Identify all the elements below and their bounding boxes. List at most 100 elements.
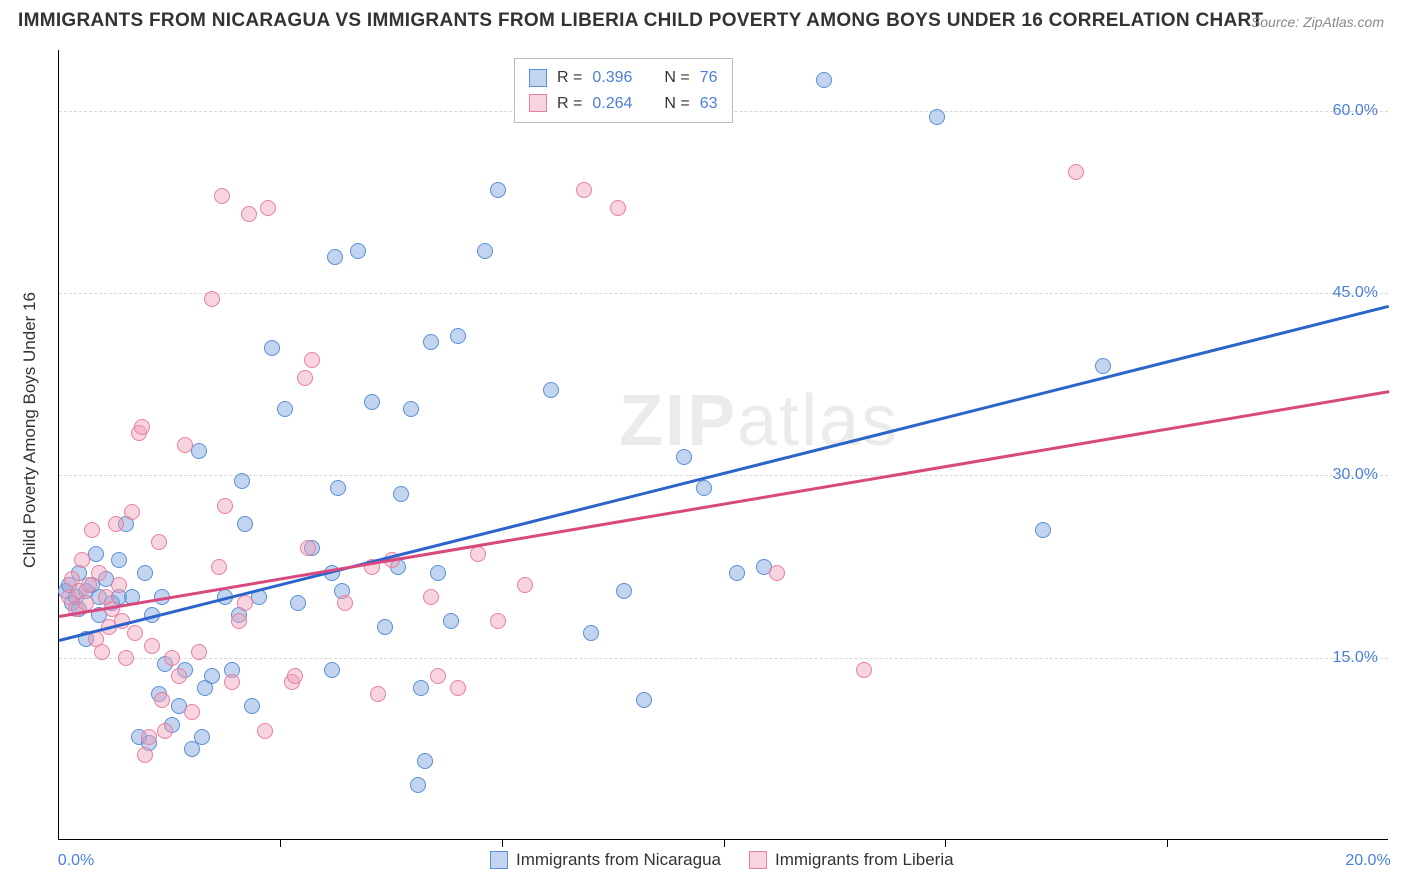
- scatter-point: [264, 340, 280, 356]
- watermark-bold: ZIP: [619, 381, 737, 461]
- scatter-point: [108, 516, 124, 532]
- x-tick: [1167, 839, 1168, 847]
- scatter-point: [490, 182, 506, 198]
- correlation-legend: R =0.396N =76R =0.264N =63: [514, 58, 733, 123]
- scatter-point: [430, 668, 446, 684]
- scatter-point: [1035, 522, 1051, 538]
- scatter-point: [610, 200, 626, 216]
- y-tick-label: 15.0%: [1333, 649, 1378, 667]
- scatter-point: [204, 668, 220, 684]
- scatter-point: [616, 583, 632, 599]
- scatter-point: [337, 595, 353, 611]
- chart-area: ZIPatlas 15.0% 30.0% 45.0% 60.0% R = 0.396 N =…: [58, 50, 1388, 840]
- x-tick: [724, 839, 725, 847]
- x-tick: [280, 839, 281, 847]
- scatter-point: [137, 565, 153, 581]
- legend-swatch: [529, 69, 547, 87]
- scatter-point: [403, 401, 419, 417]
- r-value: 0.396: [592, 65, 632, 91]
- series-name: Immigrants from Nicaragua: [516, 850, 721, 870]
- scatter-point: [191, 644, 207, 660]
- scatter-point: [84, 522, 100, 538]
- scatter-point: [300, 540, 316, 556]
- scatter-point: [287, 668, 303, 684]
- watermark: ZIPatlas: [619, 380, 899, 462]
- n-label: N =: [664, 91, 689, 117]
- scatter-point: [297, 370, 313, 386]
- scatter-point: [74, 552, 90, 568]
- scatter-point: [94, 644, 110, 660]
- y-tick-label: 60.0%: [1333, 102, 1378, 120]
- scatter-point: [729, 565, 745, 581]
- plot-region: ZIPatlas 15.0% 30.0% 45.0% 60.0% R = 0.396 N =…: [58, 50, 1388, 840]
- scatter-point: [137, 747, 153, 763]
- scatter-point: [237, 595, 253, 611]
- scatter-point: [423, 589, 439, 605]
- scatter-point: [184, 704, 200, 720]
- scatter-point: [696, 480, 712, 496]
- scatter-point: [423, 334, 439, 350]
- correlation-legend-row: R =0.264N =63: [529, 91, 718, 117]
- scatter-point: [214, 188, 230, 204]
- gridline-h: [59, 293, 1388, 294]
- correlation-legend-row: R =0.396N =76: [529, 65, 718, 91]
- legend-swatch: [490, 851, 508, 869]
- scatter-point: [224, 674, 240, 690]
- series-legend: Immigrants from Nicaragua Immigrants from…: [490, 850, 954, 870]
- n-label: N =: [664, 65, 689, 91]
- legend-swatch: [749, 851, 767, 869]
- scatter-point: [211, 559, 227, 575]
- trend-line: [59, 390, 1389, 617]
- scatter-point: [154, 692, 170, 708]
- y-tick-label: 45.0%: [1333, 284, 1378, 302]
- y-tick-label: 30.0%: [1333, 466, 1378, 484]
- scatter-point: [450, 680, 466, 696]
- r-label: R =: [557, 91, 582, 117]
- scatter-point: [470, 546, 486, 562]
- scatter-point: [816, 72, 832, 88]
- scatter-point: [260, 200, 276, 216]
- x-tick-label: 0.0%: [58, 852, 94, 870]
- gridline-h: [59, 475, 1388, 476]
- scatter-point: [91, 565, 107, 581]
- scatter-point: [118, 650, 134, 666]
- scatter-point: [676, 449, 692, 465]
- scatter-point: [134, 419, 150, 435]
- scatter-point: [144, 638, 160, 654]
- series-legend-item: Immigrants from Liberia: [749, 850, 954, 870]
- scatter-point: [257, 723, 273, 739]
- source-label: Source: ZipAtlas.com: [1251, 14, 1384, 30]
- scatter-point: [417, 753, 433, 769]
- scatter-point: [204, 291, 220, 307]
- scatter-point: [443, 613, 459, 629]
- scatter-point: [477, 243, 493, 259]
- scatter-point: [177, 437, 193, 453]
- scatter-point: [237, 516, 253, 532]
- x-tick: [945, 839, 946, 847]
- scatter-point: [377, 619, 393, 635]
- scatter-point: [517, 577, 533, 593]
- scatter-point: [1068, 164, 1084, 180]
- legend-swatch: [529, 94, 547, 112]
- scatter-point: [231, 613, 247, 629]
- scatter-point: [157, 723, 173, 739]
- scatter-point: [576, 182, 592, 198]
- scatter-point: [327, 249, 343, 265]
- scatter-point: [370, 686, 386, 702]
- scatter-point: [171, 668, 187, 684]
- scatter-point: [636, 692, 652, 708]
- scatter-point: [393, 486, 409, 502]
- scatter-point: [194, 729, 210, 745]
- series-legend-item: Immigrants from Nicaragua: [490, 850, 721, 870]
- scatter-point: [324, 662, 340, 678]
- scatter-point: [244, 698, 260, 714]
- scatter-point: [364, 394, 380, 410]
- scatter-point: [583, 625, 599, 641]
- scatter-point: [929, 109, 945, 125]
- series-name: Immigrants from Liberia: [775, 850, 954, 870]
- scatter-point: [277, 401, 293, 417]
- scatter-point: [450, 328, 466, 344]
- gridline-h: [59, 658, 1388, 659]
- x-tick-label: 20.0%: [1345, 852, 1390, 870]
- scatter-point: [111, 577, 127, 593]
